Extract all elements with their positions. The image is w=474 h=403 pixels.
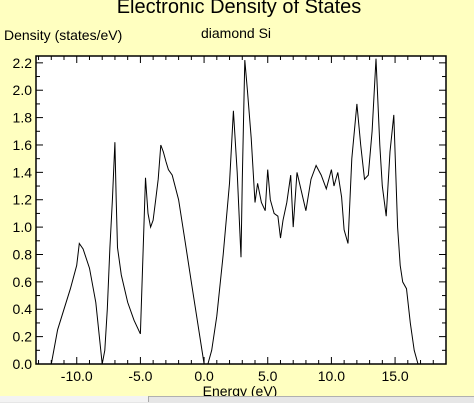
y-tick-label: 1.6	[13, 137, 33, 153]
y-tick-label: 1.8	[13, 110, 33, 126]
y-tick-label: 1.4	[13, 164, 33, 180]
bottom-tab[interactable]	[0, 396, 149, 402]
y-axis-label: Density (states/eV)	[4, 27, 122, 43]
axis-tick-labels: 0.0 0.2 0.4 0.6 0.8 1.0 1.2 1.4 1.6 1.8 2.0 2.2 -10.…	[13, 55, 409, 384]
dos-series-line	[50, 58, 421, 365]
y-tick-label: 0.6	[13, 274, 33, 290]
x-tick-label: 10.0	[318, 368, 345, 384]
x-tick-label: -10.0	[61, 368, 93, 384]
chart-subtitle: diamond Si	[201, 25, 271, 41]
x-tick-label: -5.0	[128, 368, 152, 384]
y-tick-label: 2.0	[13, 82, 33, 98]
x-axis-label: Energy (eV)	[203, 383, 278, 399]
y-tick-label: 1.2	[13, 192, 33, 208]
y-tick-label: 1.0	[13, 219, 33, 235]
axis-ticks	[36, 56, 447, 365]
x-tick-label: 0.0	[194, 368, 214, 384]
y-tick-label: 0.2	[13, 329, 33, 345]
x-tick-label: 15.0	[381, 368, 408, 384]
y-tick-label: 0.8	[13, 246, 33, 262]
y-tick-label: 0.0	[13, 356, 33, 372]
chart-title: Electronic Density of States	[117, 0, 362, 18]
x-tick-label: 5.0	[258, 368, 278, 384]
y-tick-label: 2.2	[13, 55, 33, 71]
y-tick-label: 0.4	[13, 301, 33, 317]
status-bar	[0, 396, 474, 403]
